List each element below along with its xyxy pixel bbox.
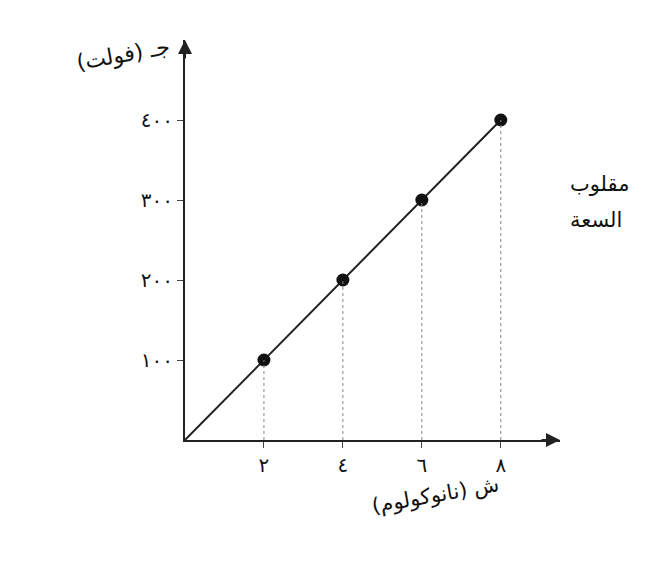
svg-text:مقلوب: مقلوب: [570, 172, 629, 196]
svg-text:السعة: السعة: [570, 208, 622, 232]
svg-text:٢٠٠: ٢٠٠: [141, 268, 173, 292]
svg-text:٤: ٤: [338, 453, 349, 477]
svg-text:جـ (فولت): جـ (فولت): [74, 34, 171, 75]
svg-text:١٠٠: ١٠٠: [141, 348, 173, 372]
svg-text:٨: ٨: [495, 453, 506, 477]
svg-text:٣٠٠: ٣٠٠: [141, 188, 173, 212]
svg-text:٦: ٦: [416, 453, 427, 477]
svg-text:٤٠٠: ٤٠٠: [141, 108, 173, 132]
svg-text:٢: ٢: [259, 453, 270, 477]
svg-text:ش (نانوكولوم): ش (نانوكولوم): [370, 472, 501, 518]
